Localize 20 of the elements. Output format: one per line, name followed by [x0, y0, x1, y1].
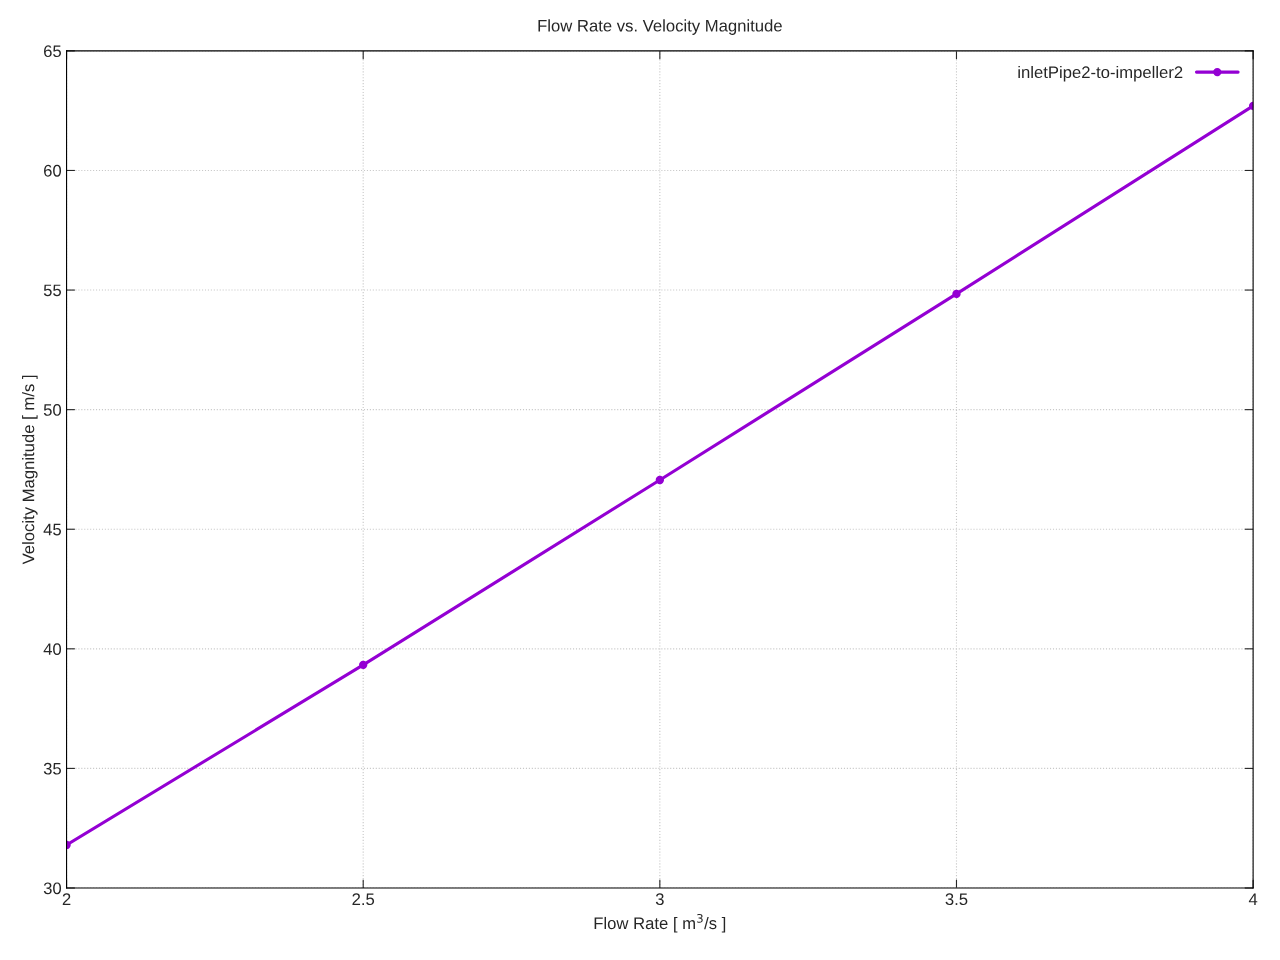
y-tick-label: 35	[43, 762, 61, 775]
x-tick-label: 3.5	[945, 893, 968, 906]
point	[655, 475, 665, 485]
legend-label: inletPipe2-to-impeller2	[1018, 65, 1183, 82]
y-tick-label: 50	[43, 404, 62, 416]
y-axis-title: Velocity Magnitude [ m/s ]	[22, 375, 38, 565]
y-tick-label: 65	[44, 45, 61, 58]
y-tick-label: 45	[43, 523, 61, 536]
y-tick-label: 55	[43, 284, 61, 297]
x-tick-label: 2.5	[352, 893, 375, 906]
x-axis-title: Flow Rate [ m$^{3}$/s ]	[594, 913, 726, 933]
x-tick-label: 2	[62, 893, 71, 905]
y-tick-label: 60	[44, 164, 62, 177]
y-tick-label: 30	[43, 882, 62, 895]
point	[359, 660, 368, 670]
y-tick-label: 40	[43, 643, 62, 656]
chart-title: Flow Rate vs. Velocity Magnitude	[538, 19, 782, 35]
point	[952, 289, 961, 299]
x-tick-label: 4	[1248, 893, 1258, 905]
x-tick-label: 3	[655, 893, 664, 906]
